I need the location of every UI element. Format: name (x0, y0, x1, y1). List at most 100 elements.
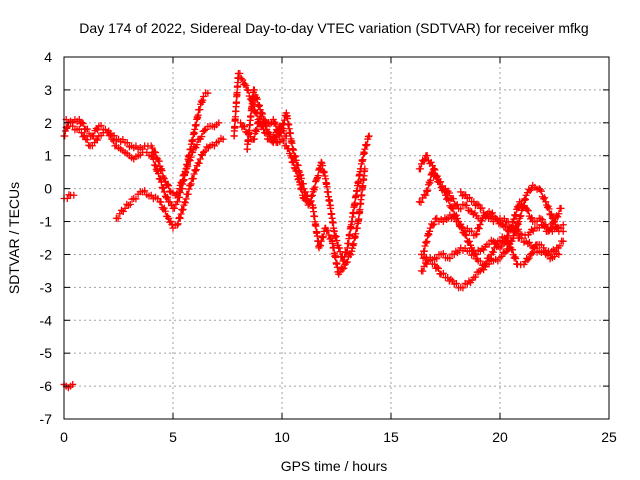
data-point (343, 258, 351, 266)
data-point (290, 146, 298, 154)
data-point (63, 195, 71, 203)
data-point (237, 75, 245, 83)
data-point (458, 192, 466, 200)
data-point (507, 223, 515, 231)
data-point (485, 260, 493, 268)
data-point (215, 119, 223, 127)
data-point (166, 198, 174, 206)
data-point (365, 132, 373, 140)
data-point (539, 216, 547, 224)
data-point (526, 228, 534, 236)
data-point (90, 132, 98, 140)
x-tick-label: 20 (492, 429, 508, 445)
data-point (528, 225, 536, 233)
data-point (443, 215, 451, 223)
chart-title: Day 174 of 2022, Sidereal Day-to-day VTE… (79, 20, 588, 36)
data-point (511, 253, 519, 261)
data-point (480, 266, 488, 274)
data-point (425, 231, 433, 239)
data-point (427, 158, 435, 166)
data-point (157, 166, 165, 174)
data-point (536, 186, 544, 194)
data-point (187, 180, 195, 188)
data-point (555, 250, 563, 258)
data-point (198, 133, 206, 141)
data-point (559, 221, 567, 229)
y-tick-label: -7 (40, 411, 53, 427)
data-point (186, 181, 194, 189)
data-point (551, 218, 558, 226)
data-point (189, 175, 197, 183)
data-point (482, 259, 490, 267)
data-point (170, 204, 178, 212)
data-point (245, 128, 253, 136)
data-point (478, 204, 486, 212)
data-point (554, 213, 562, 221)
data-point (424, 186, 432, 194)
data-point (200, 148, 208, 156)
data-point (297, 171, 305, 179)
data-point (452, 279, 460, 287)
data-point (239, 76, 247, 84)
data-point (174, 189, 182, 197)
data-point (79, 120, 87, 128)
data-point (292, 156, 300, 164)
data-point (83, 125, 91, 133)
data-point (521, 195, 529, 203)
data-point (512, 211, 520, 219)
data-point (462, 191, 470, 199)
data-point (449, 277, 457, 285)
data-point (319, 233, 327, 241)
data-point (472, 231, 480, 239)
data-point (185, 185, 193, 193)
data-point (126, 200, 134, 208)
data-point (61, 132, 69, 140)
data-point (158, 167, 166, 175)
data-point (147, 191, 155, 199)
y-tick-label: -1 (40, 214, 53, 230)
data-point (555, 210, 563, 218)
data-point (174, 220, 182, 228)
data-point (547, 224, 555, 232)
data-point (101, 125, 109, 133)
data-point (255, 102, 263, 110)
data-point (430, 220, 438, 228)
data-point (423, 237, 431, 245)
data-point (302, 191, 310, 199)
data-point (289, 145, 297, 153)
data-point (177, 210, 185, 218)
data-point (157, 198, 165, 206)
data-point (526, 186, 534, 194)
data-point (219, 135, 227, 143)
data-point (445, 189, 453, 197)
data-point (301, 196, 309, 204)
data-point (508, 237, 516, 245)
data-point (471, 273, 479, 281)
data-point (472, 251, 480, 259)
data-point (241, 123, 249, 131)
data-point (196, 155, 204, 163)
y-tick-label: 0 (44, 181, 52, 197)
data-point (181, 171, 189, 179)
data-point (439, 269, 447, 277)
data-point (542, 198, 550, 206)
data-point (513, 229, 521, 237)
data-point (241, 80, 249, 88)
data-point (282, 132, 290, 140)
data-point (496, 244, 504, 252)
data-point (452, 211, 460, 219)
data-point (501, 238, 509, 246)
data-point (266, 130, 274, 138)
data-point (505, 245, 513, 253)
data-point (300, 185, 308, 193)
data-point (253, 125, 261, 133)
data-point (200, 92, 208, 100)
data-point (273, 127, 281, 135)
y-tick-label: 2 (44, 115, 52, 131)
data-point (164, 193, 172, 201)
data-point (512, 255, 520, 263)
data-point (252, 109, 260, 117)
data-point (123, 139, 131, 147)
data-point (114, 214, 122, 222)
data-point (187, 153, 195, 161)
